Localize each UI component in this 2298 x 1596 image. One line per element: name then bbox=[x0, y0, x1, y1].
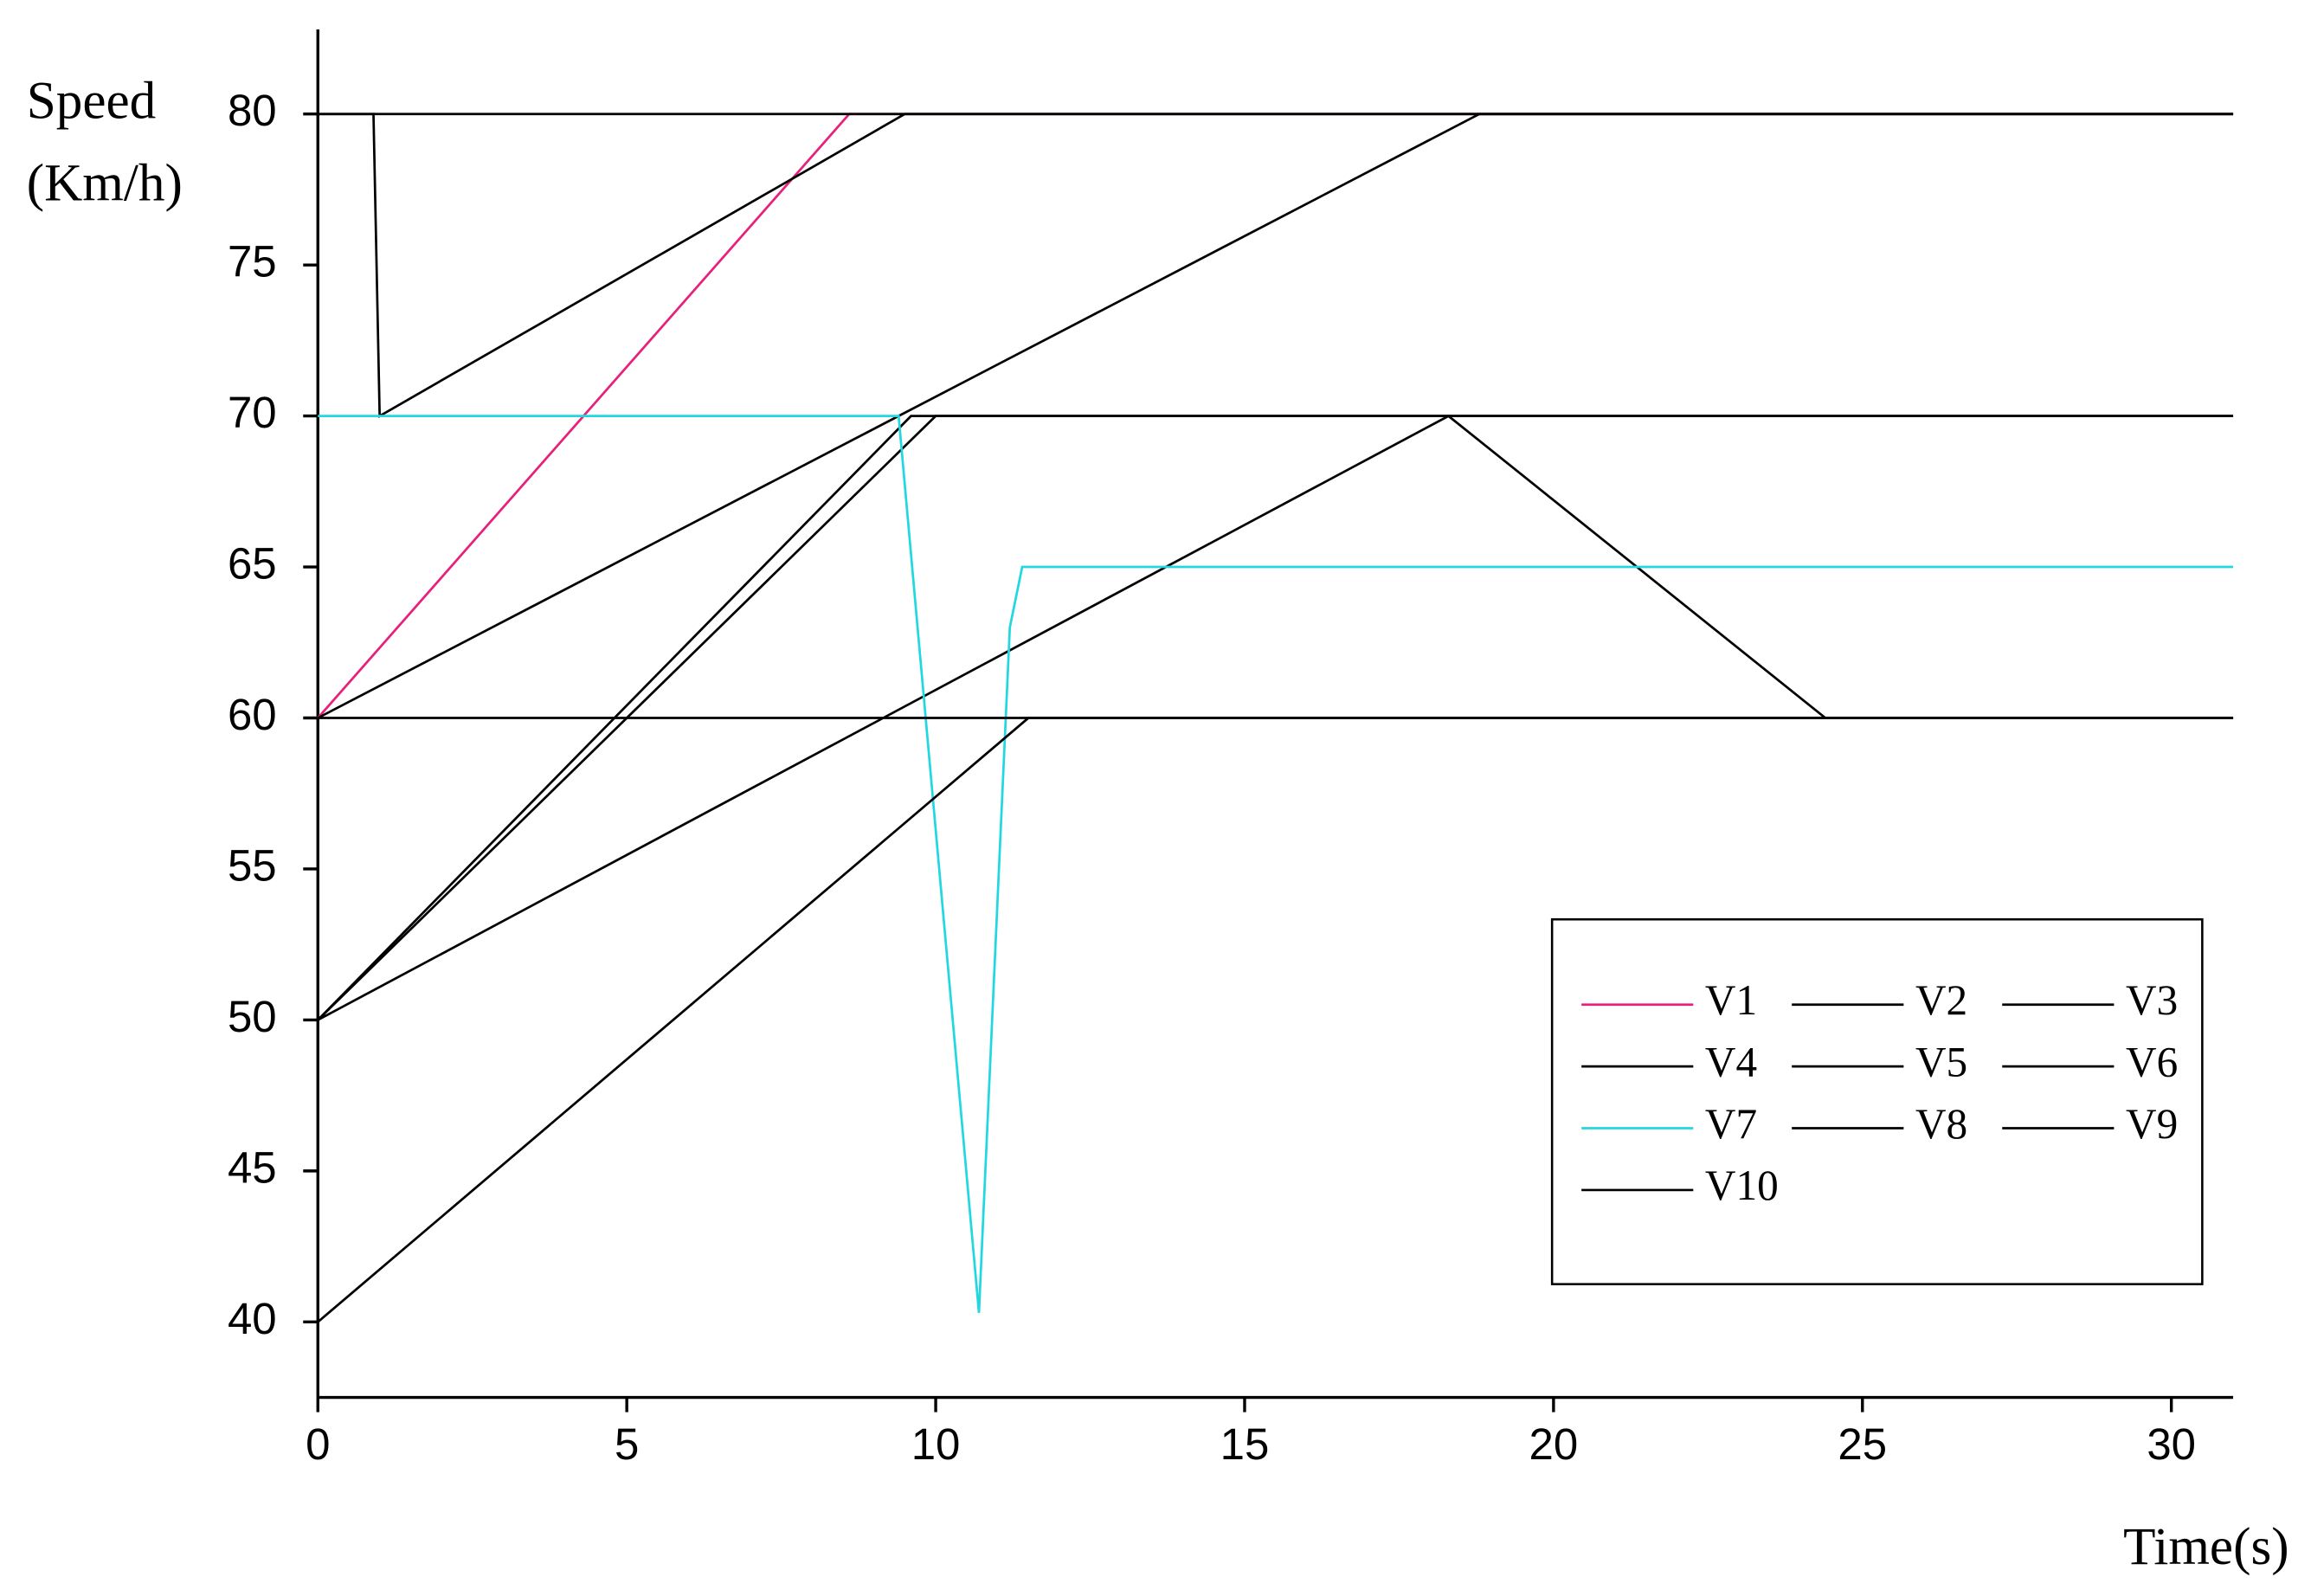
y-axis-label: (Km/h) bbox=[27, 154, 183, 213]
x-axis-label: Time(s) bbox=[2123, 1517, 2289, 1576]
y-tick-label: 80 bbox=[228, 86, 277, 135]
series-line bbox=[317, 415, 2234, 1021]
legend-label: V5 bbox=[1915, 1038, 1967, 1085]
x-tick-label: 25 bbox=[1838, 1419, 1887, 1469]
x-tick-label: 15 bbox=[1220, 1419, 1270, 1469]
y-tick-label: 65 bbox=[228, 539, 277, 589]
y-tick-label: 40 bbox=[228, 1294, 277, 1343]
y-tick-label: 45 bbox=[228, 1142, 277, 1192]
x-tick-label: 30 bbox=[2147, 1419, 2196, 1469]
x-tick-label: 5 bbox=[615, 1419, 639, 1469]
y-tick-label: 50 bbox=[228, 992, 277, 1041]
series-line bbox=[318, 113, 2234, 418]
legend-label: V8 bbox=[1915, 1100, 1967, 1148]
y-tick-label: 75 bbox=[228, 237, 277, 286]
y-axis-label: Speed bbox=[27, 71, 156, 130]
legend-label: V10 bbox=[1705, 1162, 1779, 1209]
y-tick-label: 60 bbox=[228, 690, 277, 739]
x-tick-label: 0 bbox=[306, 1419, 330, 1469]
legend-label: V6 bbox=[2126, 1038, 2178, 1085]
legend-label: V4 bbox=[1705, 1038, 1757, 1085]
x-tick-label: 20 bbox=[1529, 1419, 1579, 1469]
legend-box bbox=[1550, 917, 2204, 1285]
x-tick-label: 10 bbox=[911, 1419, 961, 1469]
legend-label: V9 bbox=[2126, 1100, 2178, 1148]
y-tick-label: 55 bbox=[228, 840, 277, 890]
series-line bbox=[318, 415, 2234, 1313]
legend-label: V1 bbox=[1705, 976, 1757, 1024]
legend-label: V2 bbox=[1915, 976, 1967, 1024]
legend-label: V7 bbox=[1705, 1100, 1757, 1148]
y-tick-label: 70 bbox=[228, 388, 277, 437]
legend-label: V3 bbox=[2126, 976, 2178, 1024]
